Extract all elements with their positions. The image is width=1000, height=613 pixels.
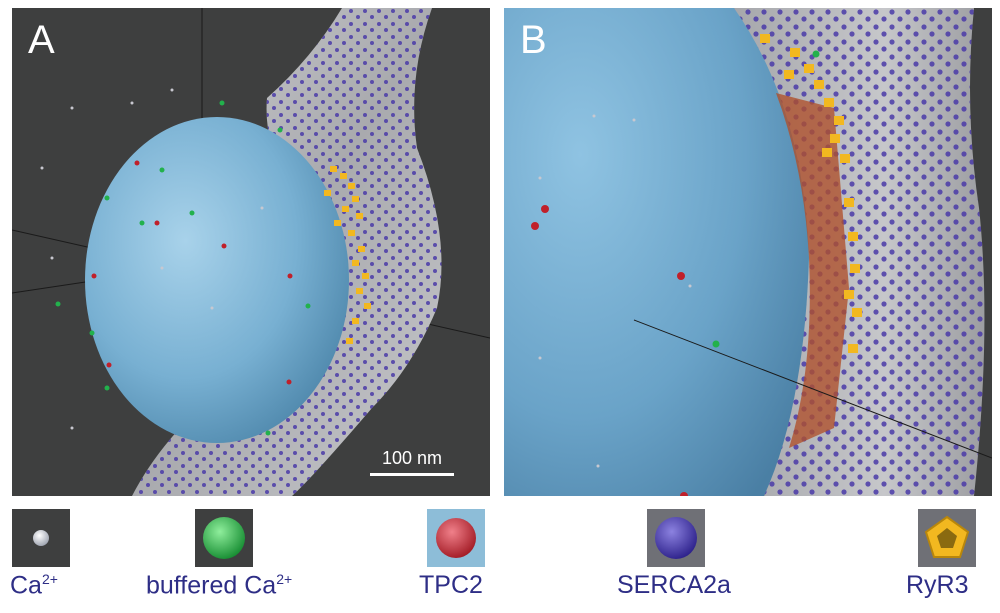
ca-particles-zoom [538,114,692,468]
tpc2-particles-zoom [531,205,688,496]
red-sphere-icon [427,509,485,567]
vesicle-sphere [85,117,349,443]
blue-sphere-icon [647,509,705,567]
vesicle-sphere-zoom [504,8,809,496]
contact-patch [776,93,849,448]
tpc2-particles [91,160,293,385]
yellow-pentagon-icon [918,509,976,567]
legend-label-tpc2: TPC2 [419,571,483,599]
scale-bar-line [370,473,454,476]
panel-b: B [504,8,992,496]
legend-label-ryr3: RyR3 [906,571,969,599]
legend-label-buffered-ca: buffered Ca2+ [146,571,293,600]
legend-label-serca2a: SERCA2a [617,571,731,599]
grey-sphere-icon [12,509,70,567]
legend-label-ca: Ca2+ [10,571,58,600]
panel-b-render [504,8,992,496]
serca-particles [132,8,442,496]
buffered-ca-particles-zoom [712,50,820,348]
ryr-cluster [324,166,371,344]
ca-particles [40,88,264,430]
panel-a-render [12,8,490,496]
scale-bar-label: 100 nm [381,448,443,468]
buffered-ca-particles [55,100,311,436]
panel-b-label: B [520,18,547,62]
ryr-cluster-zoom [760,34,862,353]
green-sphere-icon [195,509,253,567]
panel-a-label: A [28,18,55,62]
panel-a: A 100 nm [12,8,490,496]
scale-bar: 100 nm [370,448,454,476]
